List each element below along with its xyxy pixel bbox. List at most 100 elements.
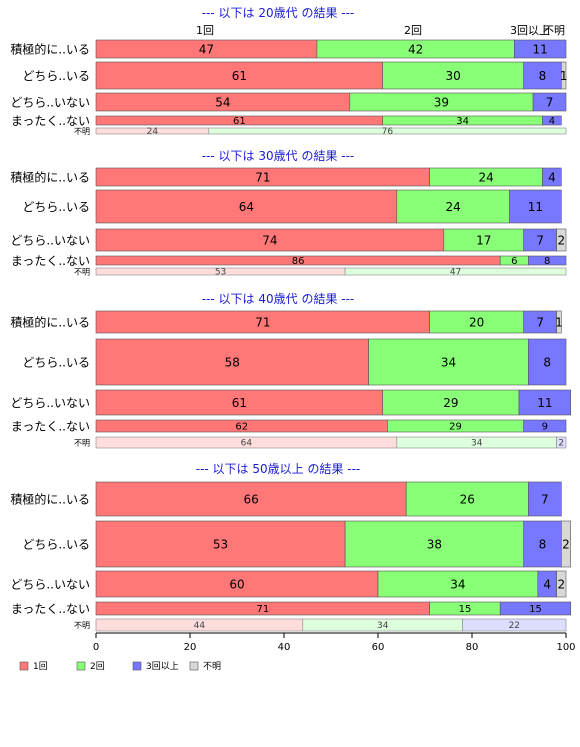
row-label: まったく..ない [11,419,90,433]
data-label: 26 [460,492,475,506]
data-label: 60 [229,577,244,591]
row-label: 不明 [74,127,90,136]
data-label: 6 [511,256,517,267]
bar-segment [513,39,567,59]
data-label: 2 [558,439,564,449]
legend-label: 1回 [33,661,48,672]
bar-segment [528,255,567,266]
group-title: --- 以下は 30歳代 の結果 --- [202,149,355,163]
bar-segment [556,570,567,598]
bar-segment [523,419,567,433]
bar-segment [344,520,525,568]
data-label: 62 [235,422,248,433]
data-label: 4 [548,170,556,184]
bar-segment [556,436,567,449]
bar-segment [560,520,571,568]
x-tick-label: 40 [278,642,291,653]
bar-segment [95,389,384,416]
legend-label: 2回 [90,661,105,672]
data-label: 8 [539,537,547,551]
data-label: 58 [225,355,240,369]
data-label: 64 [239,200,254,214]
x-tick-label: 20 [184,642,197,653]
series-header-label: 3回以上 [510,24,550,37]
bar-segment [556,228,567,252]
bar-segment [499,601,572,616]
bar-segment [528,338,567,386]
row-label: 積極的に..いる [10,491,90,506]
bar-segment [542,167,562,187]
data-label: 7 [541,492,549,506]
bar-segment [532,92,567,112]
data-label: 9 [542,422,548,433]
data-label: 74 [262,233,277,247]
data-label: 71 [255,315,270,329]
bar-segment [509,189,562,224]
bar-segment [208,127,567,135]
data-label: 11 [533,42,548,56]
data-label: 15 [459,604,472,615]
data-label: 64 [241,439,253,449]
group-title: --- 以下は 20歳代 の結果 --- [202,6,355,20]
data-label: 53 [213,537,228,551]
data-label: 2 [557,233,565,247]
data-label: 34 [471,439,483,449]
data-label: 1 [555,315,563,329]
series-header-label: 2回 [404,24,422,37]
data-label: 7 [546,95,554,109]
bar-segment [368,338,529,386]
data-label: 8 [539,69,547,83]
data-label: 2 [562,537,570,551]
data-label: 42 [408,42,423,56]
data-label: 66 [243,492,258,506]
data-label: 61 [233,116,246,127]
data-label: 47 [450,268,461,278]
data-label: 11 [537,396,552,410]
bar-segment [95,61,384,90]
data-label: 2 [557,577,565,591]
legend-label: 3回以上 [146,661,179,672]
x-tick-label: 100 [556,642,575,653]
series-header-label: 不明 [543,24,565,37]
data-label: 29 [449,422,462,433]
data-label: 4 [549,116,555,127]
bar-segment [528,481,562,517]
data-label: 11 [528,200,543,214]
data-label: 29 [443,396,458,410]
data-label: 7 [536,315,544,329]
data-label: 4 [543,577,551,591]
row-label: まったく..ない [11,254,90,268]
x-tick-label: 80 [466,642,479,653]
data-label: 8 [544,256,550,267]
bar-segment [560,61,567,90]
bar-segment [95,520,346,568]
data-label: 34 [377,621,389,631]
data-label: 39 [434,95,449,109]
group-title: --- 以下は 40歳代 の結果 --- [202,292,355,306]
bar-segment [95,338,369,386]
row-label: 積極的に..いる [10,169,90,184]
row-label: 積極的に..いる [10,314,90,329]
x-tick-label: 60 [372,642,385,653]
data-label: 24 [446,200,461,214]
data-label: 7 [536,233,544,247]
legend-swatch [132,661,142,671]
bar-segment [523,520,562,568]
row-label: どちら..いない [10,577,90,591]
legend-swatch [19,661,29,671]
data-label: 76 [382,127,394,137]
bar-segment [377,570,539,598]
data-label: 1 [560,69,568,83]
data-label: 15 [529,604,542,615]
row-label: 不明 [74,621,90,630]
data-label: 61 [232,396,247,410]
data-label: 20 [469,315,484,329]
data-label: 71 [255,170,270,184]
group-title: --- 以下は 50歳以上 の結果 --- [196,462,361,476]
bar-segment [462,618,567,632]
row-label: 不明 [74,438,90,447]
data-label: 34 [441,355,456,369]
bar-segment [95,189,398,224]
legend-swatch [189,661,199,671]
